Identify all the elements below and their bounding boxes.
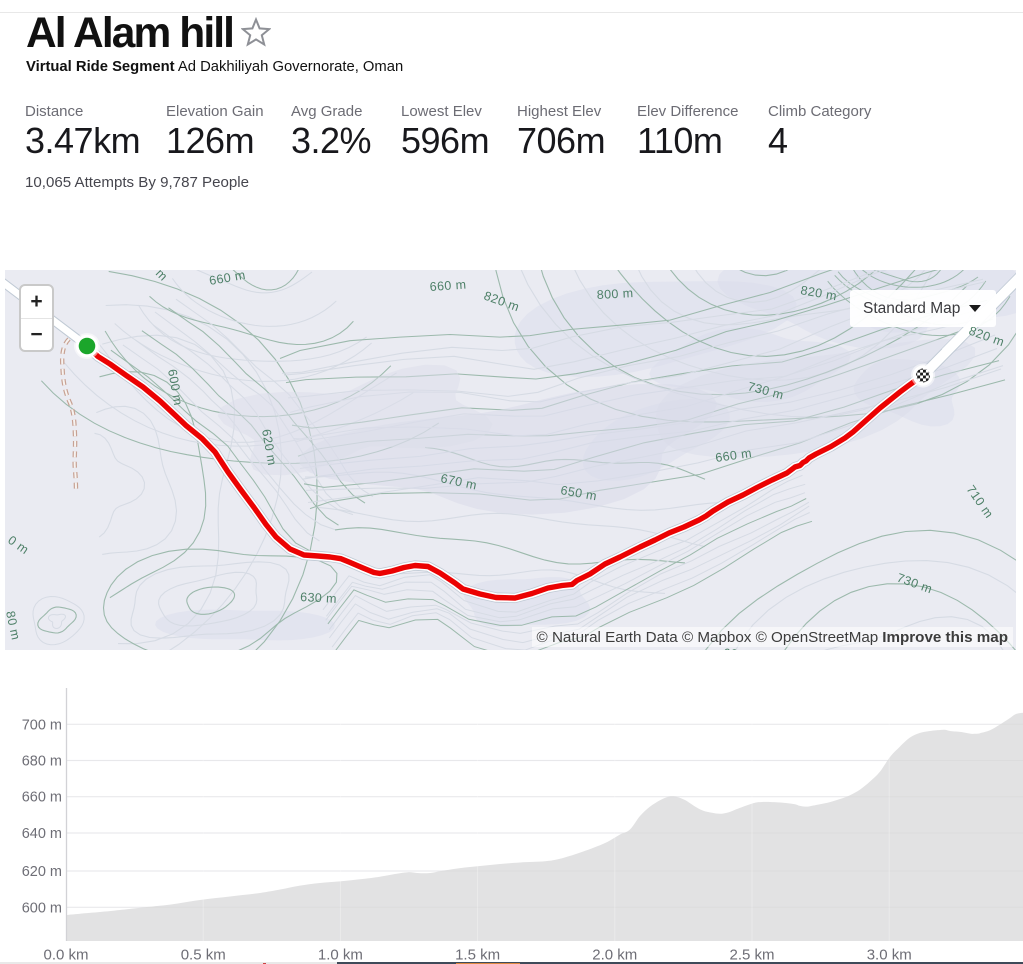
svg-text:2.0 km: 2.0 km (592, 947, 637, 964)
svg-text:620 m: 620 m (22, 864, 62, 880)
svg-text:60 m: 60 m (723, 646, 753, 650)
svg-text:600 m: 600 m (22, 900, 62, 916)
svg-text:800 m: 800 m (596, 286, 633, 302)
svg-text:620 m: 620 m (259, 428, 279, 467)
svg-text:0.5 km: 0.5 km (181, 947, 226, 964)
svg-text:640 m: 640 m (22, 826, 62, 842)
svg-text:630 m: 630 m (300, 590, 337, 606)
svg-text:700 m: 700 m (22, 717, 62, 733)
svg-text:660 m: 660 m (429, 277, 467, 294)
svg-text:1.5 km: 1.5 km (455, 947, 500, 964)
svg-text:80 m: 80 m (5, 610, 23, 642)
svg-text:650 m: 650 m (559, 483, 598, 503)
svg-text:1.0 km: 1.0 km (318, 947, 363, 964)
svg-text:820 m: 820 m (799, 283, 838, 303)
svg-text:2.5 km: 2.5 km (729, 947, 774, 964)
svg-text:680 m: 680 m (22, 754, 62, 770)
svg-text:3.0 km: 3.0 km (867, 947, 912, 964)
svg-text:660 m: 660 m (714, 446, 752, 465)
svg-text:600 m: 600 m (165, 368, 185, 407)
svg-text:0.0 km: 0.0 km (43, 947, 88, 964)
svg-text:660 m: 660 m (22, 790, 62, 806)
